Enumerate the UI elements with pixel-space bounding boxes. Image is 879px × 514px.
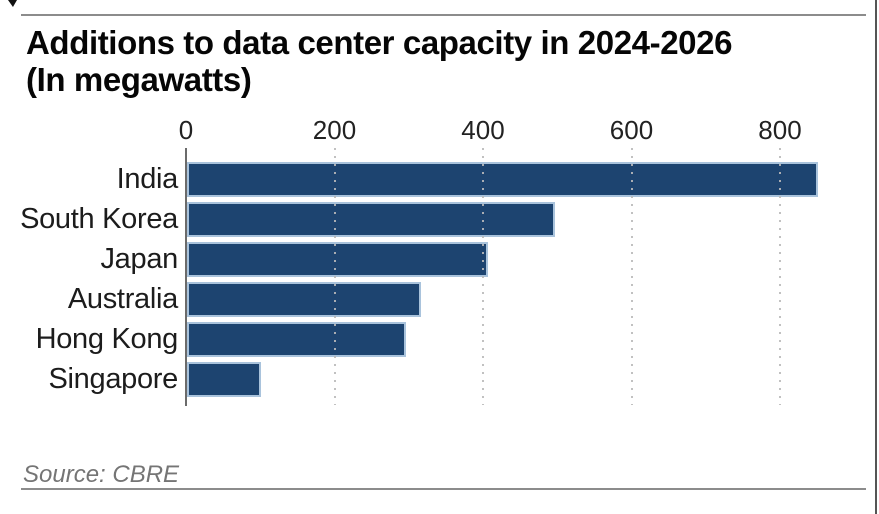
bar-south-korea (187, 202, 555, 237)
x-tick-label-400: 400 (461, 115, 505, 145)
category-label-australia: Australia (67, 283, 178, 315)
top-divider (21, 14, 866, 16)
x-tick-label-800: 800 (758, 115, 802, 145)
gridline-400 (482, 148, 484, 405)
chart-subtitle: (In megawatts) (26, 61, 252, 98)
category-label-india: India (116, 163, 179, 195)
gridline-200 (334, 148, 336, 405)
category-label-japan: Japan (100, 243, 178, 275)
stray-glyph-fragment (8, 0, 17, 7)
source-text: Source: CBRE (23, 461, 180, 488)
frame-right-edge (875, 0, 877, 514)
bar-hong-kong (187, 322, 406, 357)
bar-singapore (187, 362, 261, 397)
chart-title: Additions to data center capacity in 202… (26, 24, 733, 61)
bar-australia (187, 282, 421, 317)
bottom-divider (21, 488, 866, 490)
category-label-singapore: Singapore (48, 363, 178, 395)
category-label-south-korea: South Korea (20, 203, 178, 235)
bar-india (187, 162, 818, 197)
bar-japan (187, 242, 488, 277)
gridline-800 (779, 148, 781, 405)
x-tick-label-0: 0 (178, 115, 194, 145)
gridline-600 (631, 148, 633, 405)
y-axis-line (185, 148, 187, 406)
x-tick-label-600: 600 (609, 115, 654, 145)
x-tick-label-200: 200 (312, 115, 357, 145)
category-label-hong-kong: Hong Kong (35, 323, 179, 355)
chart-header: Additions to data center capacity in 202… (26, 24, 732, 98)
